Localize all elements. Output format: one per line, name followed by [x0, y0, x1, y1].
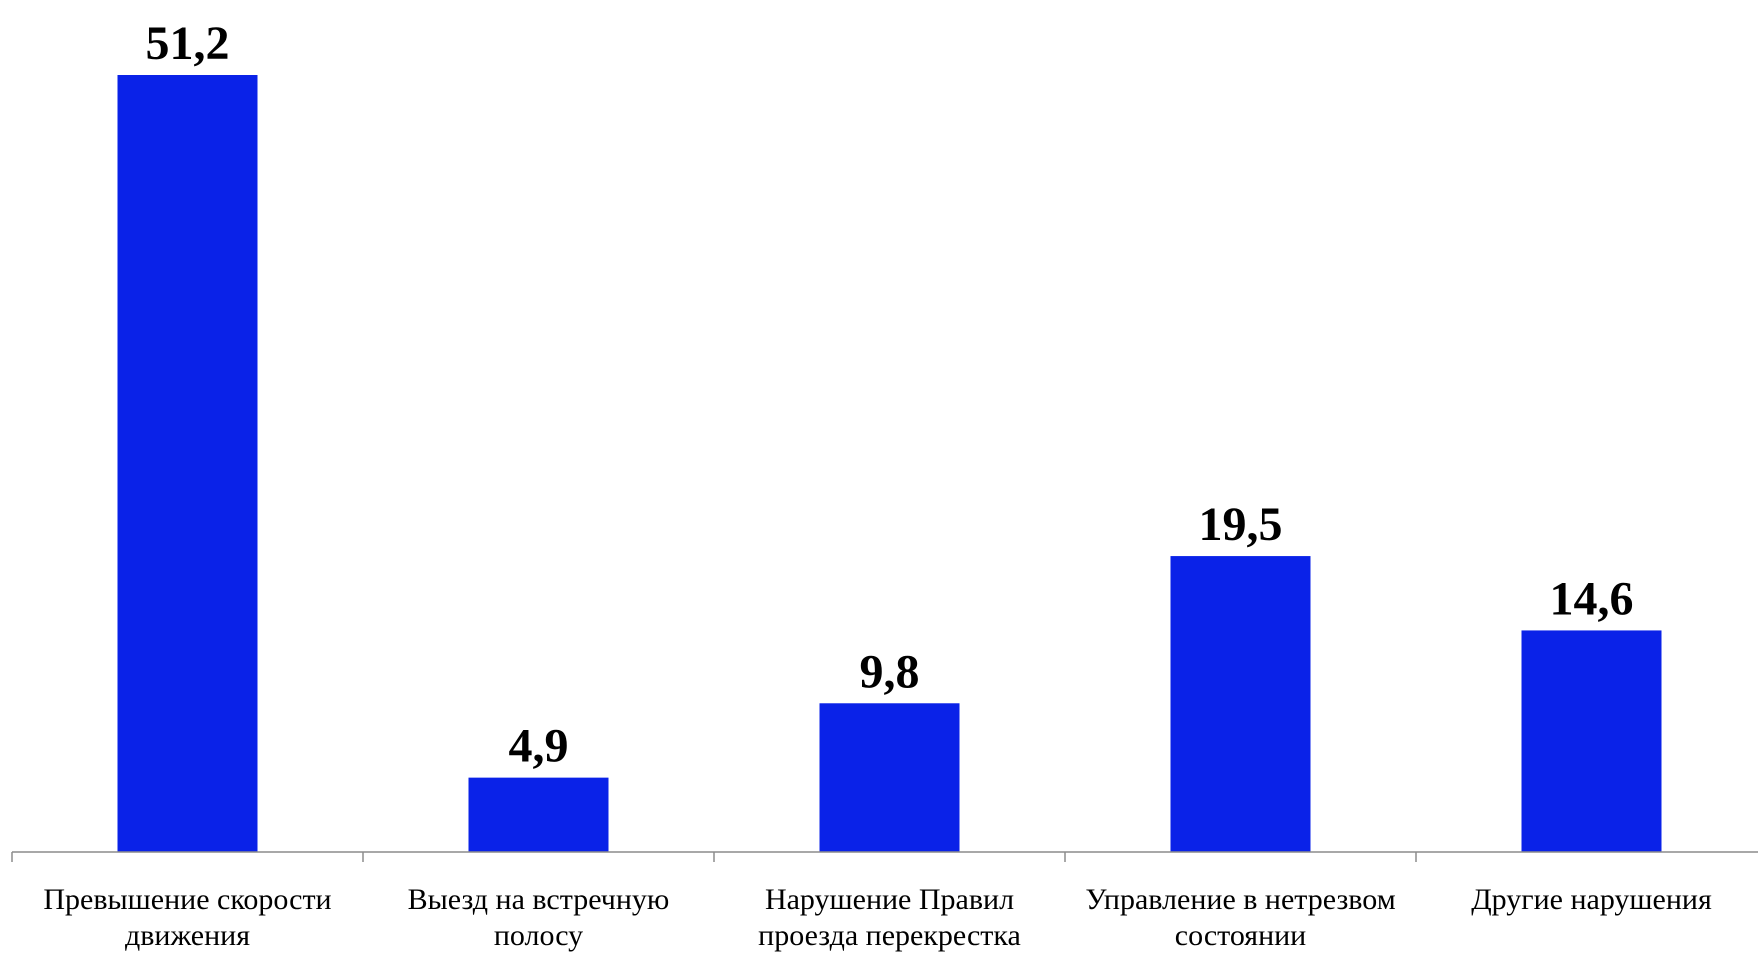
- value-labels-group: 51,2 4,9 9,8 19,5 14,6: [146, 17, 1634, 773]
- category-label-line: Выезд на встречную: [408, 883, 670, 916]
- bar: [1170, 556, 1311, 852]
- category-label-line: Управление в нетрезвом: [1085, 883, 1395, 916]
- bar: [819, 703, 960, 852]
- data-label: 9,8: [860, 645, 920, 698]
- category-label-line: проезда перекрестка: [758, 919, 1021, 952]
- data-label: 4,9: [509, 720, 569, 773]
- category-label: Выезд на встречную полосу: [408, 883, 670, 952]
- category-label: Превышение скорости движения: [43, 883, 331, 952]
- bar: [468, 777, 609, 852]
- category-label-line: Нарушение Правил: [765, 883, 1014, 916]
- data-label: 51,2: [146, 17, 230, 70]
- category-label: Другие нарушения: [1471, 883, 1712, 916]
- data-label: 14,6: [1550, 572, 1634, 625]
- category-labels-group: Превышение скорости движения Выезд на встр…: [43, 883, 1712, 952]
- category-label-line: Превышение скорости: [43, 883, 331, 916]
- bar: [117, 75, 258, 852]
- x-axis-ticks: [11, 852, 1417, 862]
- category-label-line: полосу: [494, 919, 583, 952]
- category-label: Нарушение Правил проезда перекрестка: [758, 883, 1021, 952]
- bar: [1521, 630, 1662, 852]
- category-label-line: Другие нарушения: [1471, 883, 1712, 916]
- bars-group: [117, 75, 1662, 852]
- category-label-line: состоянии: [1175, 919, 1306, 952]
- category-label: Управление в нетрезвом состоянии: [1085, 883, 1395, 952]
- category-label-line: движения: [125, 919, 250, 952]
- data-label: 19,5: [1199, 498, 1283, 551]
